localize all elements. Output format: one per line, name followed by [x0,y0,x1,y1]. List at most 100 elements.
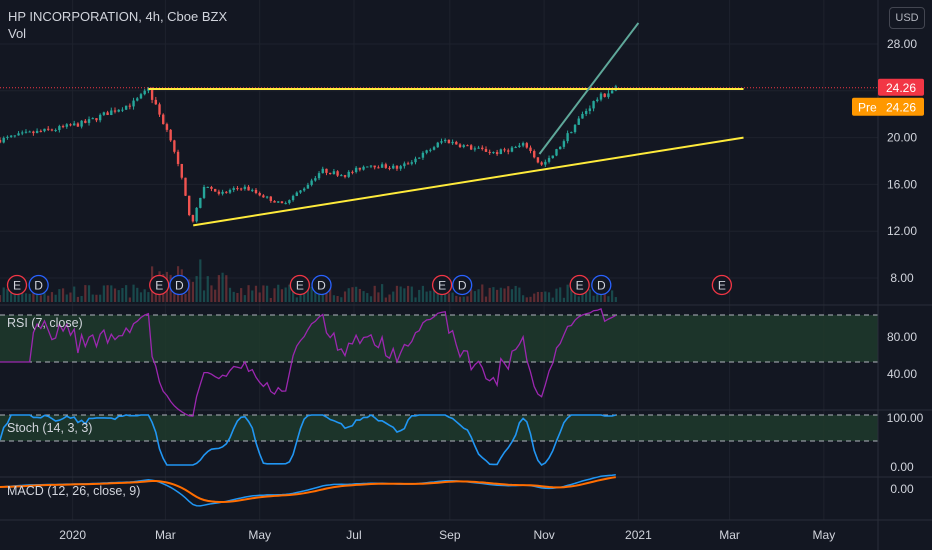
time-tick-label: 2021 [625,528,652,542]
candle-body [143,90,146,95]
candle-body [562,141,566,147]
candle-body [32,131,35,134]
earnings-marker[interactable]: E [569,274,590,296]
trend-drawings[interactable] [148,22,744,227]
volume-bar [529,296,532,302]
candle-body [551,155,554,159]
candle-body [221,191,224,194]
earnings-marker[interactable]: E [711,274,733,296]
volume-bar [2,287,5,302]
marker-circle [289,274,311,296]
time-axis[interactable]: 2020 Mar May Jul Sep Nov 2021 Mar May [59,528,835,542]
macd-legend[interactable]: MACD (12, 26, close, 9) [7,484,141,498]
marker-circle [169,274,190,296]
signal-line [0,476,616,503]
dividend-marker[interactable]: D [28,274,49,296]
candle-body [2,137,5,143]
volume-bar [65,294,68,302]
volume-bar [551,297,554,302]
volume-bar [440,293,443,302]
candle-body [54,129,57,131]
candle-body [191,215,195,222]
volume-bar [369,296,373,302]
candle-body [9,135,13,137]
volume-bar [410,286,413,302]
volume-bar [395,285,399,302]
candle-body [317,173,321,179]
time-tick-label: Jul [346,528,361,542]
rsi-legend[interactable]: RSI (7, close) [7,316,83,330]
marker-circle [431,274,453,296]
marker-circle [149,274,170,296]
candlestick-series [0,84,618,223]
candle-body [529,147,532,152]
volume-bar [277,284,280,302]
volume-bar [206,276,209,302]
candle-body [124,105,128,110]
dividend-marker[interactable]: D [311,274,332,296]
volume-bar [314,286,317,302]
volume-bar [136,287,139,302]
volume-bar [518,287,521,302]
volume-bar [429,290,432,302]
rsi-tick-40: 40.00 [887,367,917,381]
earnings-marker[interactable]: E [431,274,453,296]
dividend-marker[interactable]: D [591,274,612,296]
chart-header: HP INCORPORATION, 4h, Cboe BZX Vol [8,8,227,42]
channel-trendline [538,22,640,155]
volume-bar [195,276,198,302]
volume-bar [21,289,24,302]
candle-body [321,168,324,174]
dividend-marker[interactable]: D [169,274,190,296]
candle-body [451,141,454,144]
volume-bar [547,292,551,302]
candle-body [340,175,343,177]
candle-body [39,130,43,132]
candle-body [284,203,287,205]
candle-body [447,139,451,144]
candle-body [310,180,313,185]
candle-body [303,188,306,191]
volume-bar [184,293,187,302]
time-tick-label: May [813,528,836,542]
volume-bar [599,288,603,302]
candle-body [373,165,376,168]
symbol-title[interactable]: HP INCORPORATION, 4h, Cboe BZX [8,9,228,24]
earnings-marker[interactable]: E [149,274,170,296]
volume-bar [121,288,124,302]
earnings-marker[interactable]: E [6,274,28,296]
volume-bar [403,288,406,302]
candle-body [113,110,117,112]
volume-bar [147,292,150,302]
volume-bar [273,288,276,302]
volume-bar [280,289,284,302]
volume-bar [61,288,65,302]
currency-button[interactable]: USD [889,7,925,29]
candle-body [406,163,410,165]
volume-legend[interactable]: Vol [8,26,27,41]
volume-bar [76,296,80,302]
candle-body [217,191,221,194]
volume-bar [43,293,46,302]
earnings-marker[interactable]: E [289,274,311,296]
macd-tick-0: 0.00 [890,482,914,496]
candle-body [458,144,462,147]
candle-body [362,166,365,170]
volume-bar [87,285,91,302]
dividend-marker[interactable]: D [452,274,473,296]
volume-bar [470,289,473,302]
volume-bar [381,284,384,302]
volume-bar [377,292,380,302]
stoch-legend[interactable]: Stoch (14, 3, 3) [7,421,93,435]
candle-body [566,133,569,142]
volume-bar [106,285,109,302]
candle-body [117,109,120,112]
volume-bar [611,290,614,302]
candle-body [269,196,273,201]
candle-body [499,149,503,155]
volume-bar [566,284,569,302]
volume-bar [614,297,617,302]
candle-body [392,165,395,169]
